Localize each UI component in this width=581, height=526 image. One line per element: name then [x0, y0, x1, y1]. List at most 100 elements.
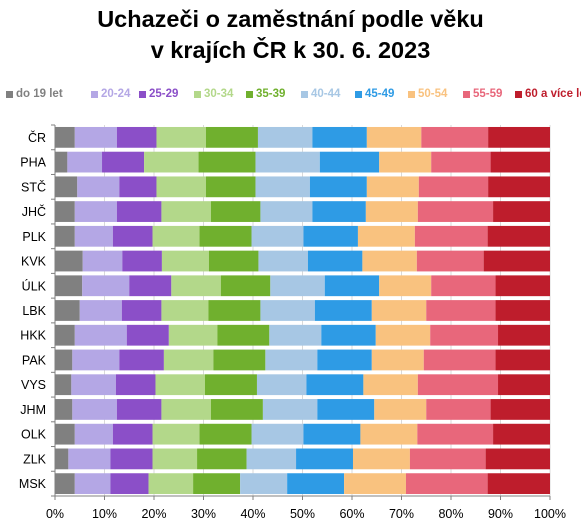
category-label: JHM [20, 403, 46, 417]
bar-segment [204, 374, 257, 396]
bar-segment [161, 399, 211, 420]
bar-segment [148, 473, 194, 495]
bar-segment [309, 176, 367, 198]
bar-segment [220, 275, 271, 297]
bar-segment [112, 225, 153, 247]
bar-segment [115, 374, 156, 396]
bar-segment [55, 300, 80, 321]
category-label: OLK [21, 428, 47, 442]
x-tick-label: 50% [290, 507, 315, 521]
legend-swatch [515, 90, 522, 98]
bar-segment [116, 399, 162, 420]
bar-segment [321, 324, 376, 346]
bar-segment [352, 448, 410, 470]
bar-segment [199, 225, 252, 247]
category-label: KVK [21, 255, 47, 269]
bar-segment [240, 473, 288, 495]
bar-segment [55, 126, 75, 148]
legend-swatch [301, 90, 308, 98]
bar-segment [324, 275, 380, 297]
category-label: ČR [28, 130, 46, 145]
bar-segment [155, 374, 205, 396]
bar-segment [257, 126, 313, 148]
bar-segment [256, 374, 307, 396]
bar-segment [55, 250, 83, 272]
x-tick-label: 0% [46, 507, 64, 521]
bar-segment [317, 349, 372, 371]
bar-segment [55, 374, 72, 396]
bar-segment [260, 300, 315, 321]
bar-segment [487, 225, 550, 247]
bar-segment [418, 176, 489, 198]
bar-segment [312, 126, 367, 148]
bar-segment [409, 448, 486, 470]
legend-swatch [408, 90, 415, 98]
bar-segment [208, 250, 259, 272]
legend-swatch [6, 90, 13, 98]
legend-label: 30-34 [204, 88, 234, 100]
bar-segment [498, 374, 550, 396]
x-tick-label: 40% [240, 507, 265, 521]
bar-segment [72, 399, 117, 420]
bar-segment [71, 374, 116, 396]
bar-segment [110, 473, 149, 495]
bar-segment [357, 225, 415, 247]
category-label: STČ [21, 179, 46, 194]
bar-segment [208, 300, 261, 321]
bar-segment [262, 399, 318, 420]
bar-segment [379, 151, 432, 173]
bar-segment [55, 399, 73, 420]
bar-segment [152, 448, 198, 470]
legend-item: 25-29 [139, 88, 178, 100]
legend-label: do 19 let [16, 88, 63, 100]
bar-segment [495, 300, 550, 321]
bar-segment [55, 201, 75, 222]
bar-segment [116, 201, 162, 222]
bar-segment [55, 176, 78, 198]
bar-segment [431, 151, 491, 173]
bar-segment [255, 176, 310, 198]
bar-segment [483, 250, 550, 272]
legend-item: 55-59 [463, 88, 502, 100]
bar-segment [205, 126, 258, 148]
chart-title: Uchazeči o zaměstnání podle věku v krají… [0, 4, 581, 66]
bar-segment [431, 275, 496, 297]
bar-segment [306, 374, 364, 396]
bar-segment [217, 324, 270, 346]
bar-segment [129, 275, 172, 297]
bar-segment [112, 423, 153, 445]
bar-segment [366, 176, 419, 198]
bar-segment [314, 300, 372, 321]
legend-label: 60 a více let [525, 88, 581, 100]
bar-segment [246, 448, 297, 470]
legend-item: 35-39 [246, 88, 285, 100]
bar-segment [122, 250, 162, 272]
bar-segment [74, 324, 127, 346]
legend-label: 35-39 [256, 88, 286, 100]
bar-segment [55, 275, 83, 297]
bar-segment [371, 349, 424, 371]
category-label: MSK [19, 477, 47, 491]
bar-segment [362, 250, 417, 272]
bar-segment [68, 448, 111, 470]
bar-segment [260, 201, 313, 222]
bar-segment [67, 151, 103, 173]
bar-segment [307, 250, 363, 272]
bar-segment [163, 349, 214, 371]
x-tick-label: 80% [438, 507, 463, 521]
bar-segment [317, 399, 375, 420]
chart-title-line-2: v krajích ČR k 30. 6. 2023 [150, 37, 431, 63]
bar-segment [269, 324, 322, 346]
bar-segment [417, 201, 494, 222]
legend-swatch [91, 90, 98, 98]
bar-segment [255, 151, 320, 173]
bar-segment [197, 448, 247, 470]
x-tick-label: 60% [339, 507, 364, 521]
bar-segment [366, 126, 422, 148]
bar-segment [55, 349, 73, 371]
bar-segment [312, 201, 366, 222]
bar-segment [495, 275, 550, 297]
category-label: HKK [20, 329, 46, 343]
category-label: ZLK [23, 452, 47, 466]
bar-segment [82, 250, 123, 272]
